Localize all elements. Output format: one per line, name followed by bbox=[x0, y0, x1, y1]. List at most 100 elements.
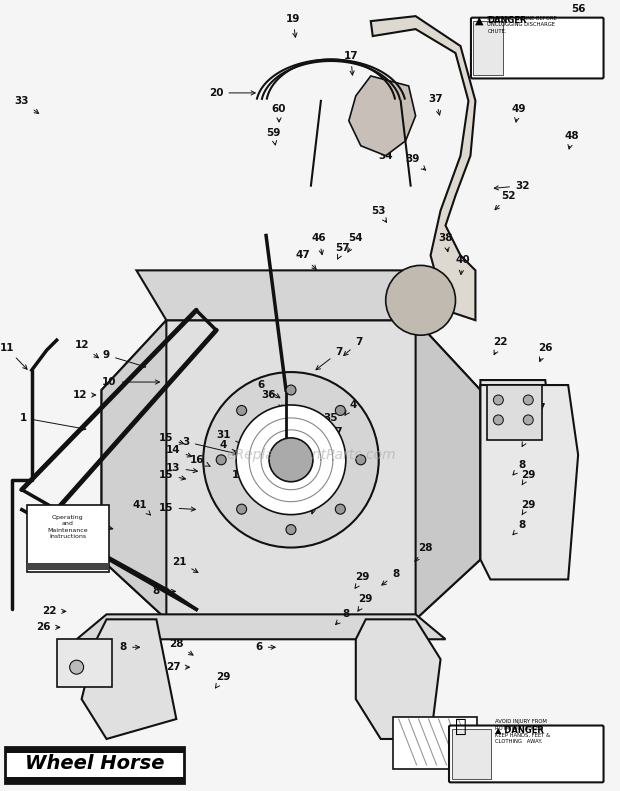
Polygon shape bbox=[136, 271, 446, 320]
Text: 8: 8 bbox=[335, 609, 350, 625]
Text: 8: 8 bbox=[513, 520, 526, 535]
Bar bbox=[5, 777, 184, 783]
Text: 4: 4 bbox=[219, 440, 250, 458]
Circle shape bbox=[356, 455, 366, 465]
Text: 29: 29 bbox=[358, 594, 373, 611]
Polygon shape bbox=[82, 619, 176, 739]
Text: 31: 31 bbox=[216, 430, 246, 446]
Text: ✋: ✋ bbox=[456, 717, 467, 736]
Text: 18: 18 bbox=[232, 470, 249, 486]
Circle shape bbox=[523, 395, 533, 405]
Text: 8: 8 bbox=[382, 570, 399, 585]
Text: 28: 28 bbox=[169, 639, 193, 655]
Text: eReplacementParts.com: eReplacementParts.com bbox=[226, 448, 396, 462]
Text: 22: 22 bbox=[42, 607, 66, 616]
Bar bbox=[5, 747, 184, 783]
Text: 39: 39 bbox=[405, 153, 426, 170]
Text: 19: 19 bbox=[286, 14, 300, 37]
Bar bbox=[487, 385, 542, 440]
Text: ▲: ▲ bbox=[476, 16, 484, 26]
Text: 2: 2 bbox=[56, 513, 113, 530]
Circle shape bbox=[335, 406, 345, 415]
Text: 15: 15 bbox=[159, 470, 185, 480]
Text: 33: 33 bbox=[14, 96, 38, 114]
Text: 43: 43 bbox=[378, 94, 393, 109]
Text: 11: 11 bbox=[0, 343, 27, 369]
Circle shape bbox=[237, 504, 247, 514]
Text: AVOID INJURY FROM
ROTATING  AUGER
KEEP HANDS, FEET &
CLOTHING   AWAY.: AVOID INJURY FROM ROTATING AUGER KEEP HA… bbox=[495, 719, 551, 744]
Bar bbox=[474, 21, 503, 75]
Polygon shape bbox=[480, 385, 578, 580]
Text: Operating
and
Maintenance
Instructions: Operating and Maintenance Instructions bbox=[47, 515, 88, 539]
Text: 57: 57 bbox=[335, 244, 350, 259]
Bar bbox=[451, 729, 492, 779]
Text: 10: 10 bbox=[102, 377, 159, 387]
Bar bbox=[27, 505, 108, 573]
Text: 37: 37 bbox=[428, 94, 443, 115]
Polygon shape bbox=[371, 16, 476, 320]
FancyBboxPatch shape bbox=[449, 725, 603, 782]
Polygon shape bbox=[356, 619, 441, 739]
Text: 56: 56 bbox=[565, 4, 585, 23]
Text: 12: 12 bbox=[73, 390, 95, 400]
Text: 8: 8 bbox=[153, 586, 175, 596]
Text: 27: 27 bbox=[166, 662, 189, 672]
Text: 36: 36 bbox=[262, 390, 283, 409]
Polygon shape bbox=[480, 380, 555, 559]
Text: 41: 41 bbox=[132, 500, 151, 515]
Text: 40: 40 bbox=[455, 255, 470, 274]
Text: 35: 35 bbox=[321, 413, 338, 429]
Circle shape bbox=[269, 438, 313, 482]
Text: 26: 26 bbox=[538, 343, 552, 361]
Text: 21: 21 bbox=[172, 557, 198, 573]
Bar bbox=[27, 562, 108, 570]
Polygon shape bbox=[102, 320, 166, 619]
Text: 3: 3 bbox=[183, 437, 237, 455]
Text: 29: 29 bbox=[521, 430, 536, 446]
Circle shape bbox=[386, 266, 456, 335]
Text: 6: 6 bbox=[257, 380, 280, 398]
Circle shape bbox=[494, 395, 503, 405]
Text: ▲ DANGER: ▲ DANGER bbox=[495, 725, 544, 734]
Circle shape bbox=[335, 504, 345, 514]
Text: 46: 46 bbox=[312, 233, 326, 255]
Polygon shape bbox=[102, 320, 480, 619]
Circle shape bbox=[286, 524, 296, 535]
Text: 9: 9 bbox=[103, 350, 146, 368]
Text: 52: 52 bbox=[495, 191, 516, 210]
Circle shape bbox=[237, 406, 247, 415]
Text: 57: 57 bbox=[329, 427, 343, 445]
Text: Wheel Horse: Wheel Horse bbox=[25, 755, 164, 774]
Text: 60: 60 bbox=[272, 104, 286, 122]
Text: 34: 34 bbox=[378, 142, 393, 161]
Text: 20: 20 bbox=[209, 88, 255, 98]
Bar bbox=[5, 747, 184, 753]
Text: 29: 29 bbox=[216, 672, 231, 688]
Circle shape bbox=[216, 455, 226, 465]
Text: 50: 50 bbox=[376, 141, 391, 156]
Text: 29: 29 bbox=[355, 573, 370, 589]
Text: 13: 13 bbox=[166, 463, 197, 473]
Text: 7: 7 bbox=[316, 347, 342, 369]
Text: 22: 22 bbox=[493, 337, 508, 354]
FancyBboxPatch shape bbox=[471, 17, 603, 78]
Text: 32: 32 bbox=[494, 180, 529, 191]
Text: 48: 48 bbox=[565, 131, 580, 149]
Circle shape bbox=[494, 415, 503, 425]
Circle shape bbox=[523, 415, 533, 425]
Text: 1: 1 bbox=[20, 413, 86, 430]
Text: 29: 29 bbox=[521, 500, 536, 515]
Text: 38: 38 bbox=[438, 233, 453, 252]
Text: 54: 54 bbox=[348, 233, 363, 252]
Text: 53: 53 bbox=[371, 206, 386, 222]
Text: 8: 8 bbox=[120, 642, 140, 653]
Text: 16: 16 bbox=[190, 455, 210, 466]
Text: 29: 29 bbox=[521, 470, 536, 485]
Polygon shape bbox=[77, 615, 446, 639]
Text: 59: 59 bbox=[266, 128, 280, 145]
Text: 12: 12 bbox=[74, 340, 99, 358]
Circle shape bbox=[286, 385, 296, 395]
Circle shape bbox=[236, 405, 346, 515]
Circle shape bbox=[69, 660, 84, 674]
Text: 35: 35 bbox=[252, 427, 270, 442]
